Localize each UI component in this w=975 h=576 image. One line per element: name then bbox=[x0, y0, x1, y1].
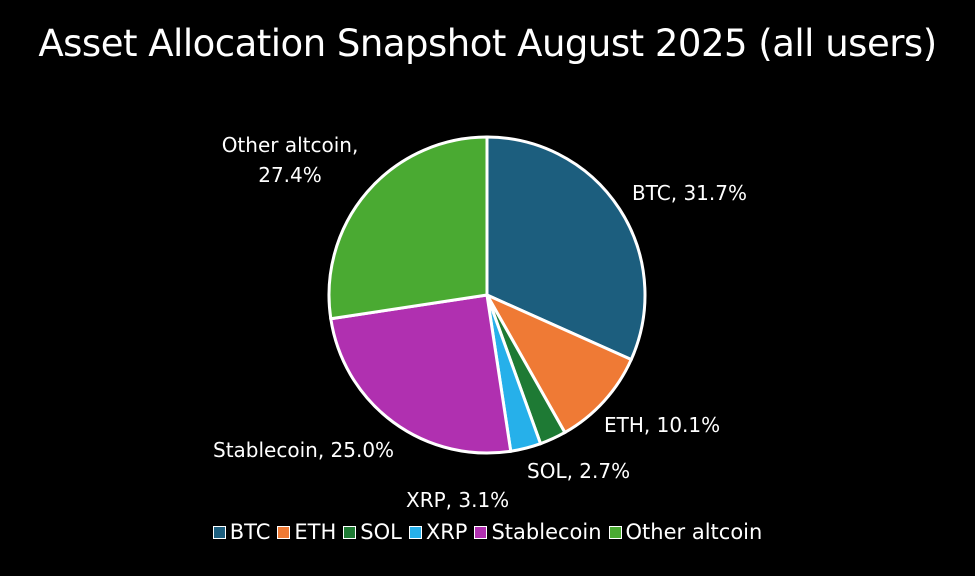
legend-swatch bbox=[408, 525, 422, 539]
data-label-other-altcoin: Other altcoin, 27.4% bbox=[222, 133, 359, 187]
pie-slice-other-altcoin bbox=[327, 135, 489, 321]
pie-slices bbox=[327, 135, 647, 455]
pie-slice-eth bbox=[483, 291, 634, 435]
legend-label: Other altcoin bbox=[625, 520, 763, 544]
data-label-btc: BTC, 31.7% bbox=[632, 181, 747, 205]
legend-item-sol: SOL bbox=[343, 520, 402, 544]
legend-swatch bbox=[212, 525, 226, 539]
data-label-stablecoin: Stablecoin, 25.0% bbox=[213, 438, 394, 462]
data-label-xrp: XRP, 3.1% bbox=[406, 488, 509, 512]
chart-legend: BTC ETH SOL XRP Stablecoin Other altcoin bbox=[0, 520, 975, 544]
chart-title: Asset Allocation Snapshot August 2025 (a… bbox=[38, 22, 937, 65]
data-label-eth: ETH, 10.1% bbox=[604, 413, 720, 437]
legend-label: Stablecoin bbox=[491, 520, 602, 544]
pie-slice-btc bbox=[485, 135, 647, 362]
legend-item-btc: BTC bbox=[212, 520, 271, 544]
pie-slice-stablecoin bbox=[329, 293, 513, 455]
legend-item-other-altcoin: Other altcoin bbox=[608, 520, 763, 544]
legend-label: XRP bbox=[425, 520, 468, 544]
data-label-sol: SOL, 2.7% bbox=[527, 459, 630, 483]
legend-swatch bbox=[343, 525, 357, 539]
legend-item-eth: ETH bbox=[277, 520, 336, 544]
pie-labels: BTC, 31.7% ETH, 10.1% SOL, 2.7% XRP, 3.1% St… bbox=[213, 133, 747, 512]
legend-swatch bbox=[608, 525, 622, 539]
legend-label: BTC bbox=[229, 520, 271, 544]
legend-item-xrp: XRP bbox=[408, 520, 468, 544]
legend-item-stablecoin: Stablecoin bbox=[474, 520, 602, 544]
legend-swatch bbox=[474, 525, 488, 539]
legend-label: SOL bbox=[360, 520, 402, 544]
legend-swatch bbox=[277, 525, 291, 539]
legend-label: ETH bbox=[294, 520, 337, 544]
